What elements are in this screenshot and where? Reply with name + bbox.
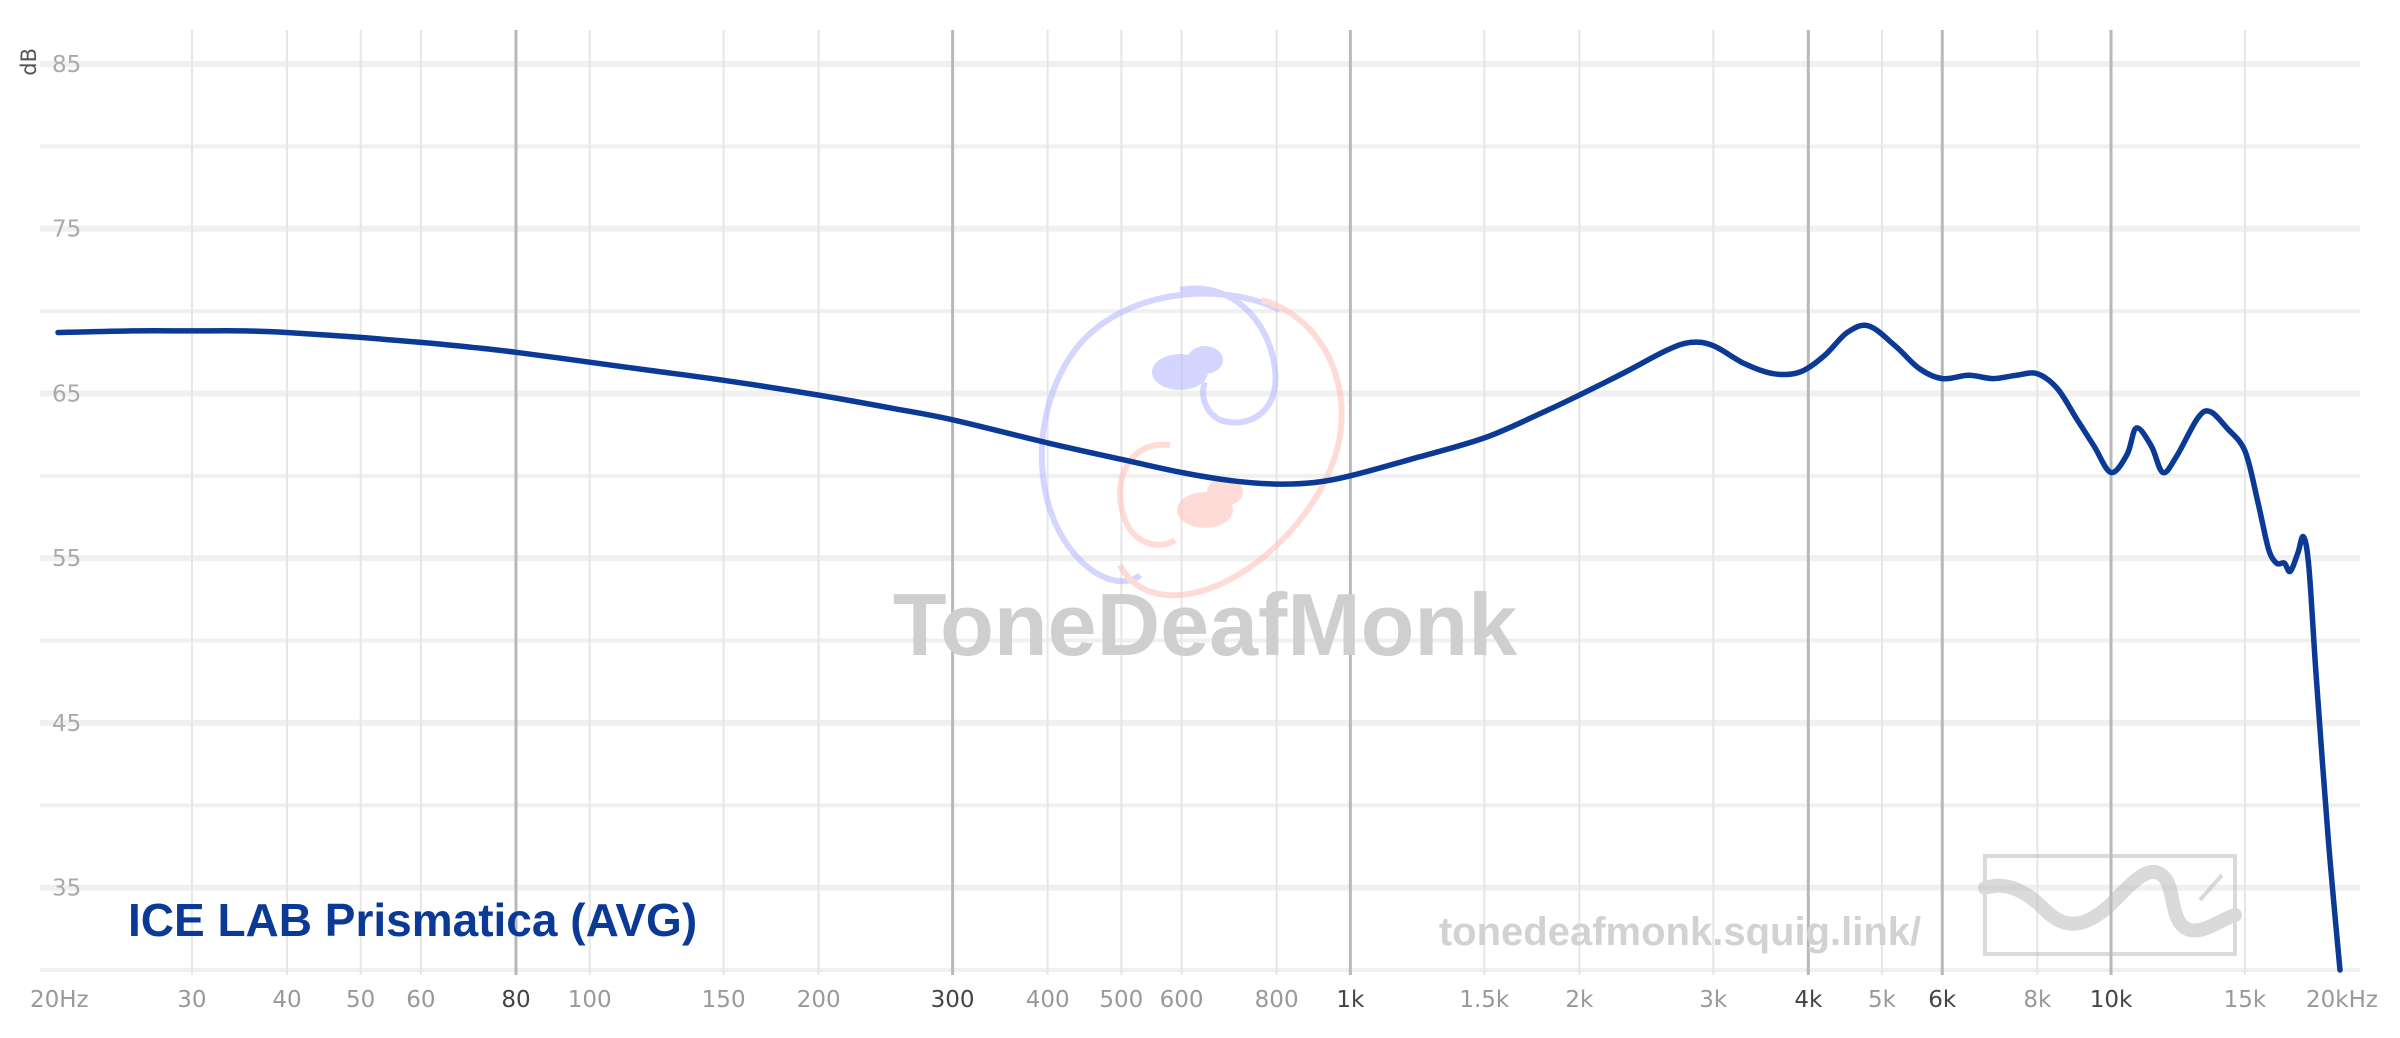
y-unit-label: dB xyxy=(17,48,41,76)
x-tick-label: 3k xyxy=(1699,987,1728,1013)
x-tick-label: 100 xyxy=(568,987,612,1013)
y-tick-label: 55 xyxy=(52,546,81,572)
x-tick-label: 50 xyxy=(346,987,375,1013)
x-tick-label: 8k xyxy=(2023,987,2052,1013)
x-tick-label: 800 xyxy=(1255,987,1299,1013)
x-tick-label: 80 xyxy=(501,987,530,1013)
y-tick-label: 85 xyxy=(52,52,81,78)
frequency-response-line xyxy=(55,322,2343,973)
x-tick-label: 2k xyxy=(1565,987,1594,1013)
x-tick-label: 30 xyxy=(177,987,206,1013)
x-tick-label: 600 xyxy=(1160,987,1204,1013)
grid xyxy=(40,30,2360,975)
legend-series-name: ICE LAB Prismatica (AVG) xyxy=(128,894,697,946)
x-tick-label: 400 xyxy=(1026,987,1070,1013)
x-tick-label: 200 xyxy=(797,987,841,1013)
tonedeafmonk-logo xyxy=(1038,285,1345,599)
x-tick-label: 6k xyxy=(1928,987,1957,1013)
squiglink-logo xyxy=(1978,854,2242,956)
x-tick-label: 5k xyxy=(1868,987,1897,1013)
watermark-brand: ToneDeafMonk xyxy=(893,575,1518,674)
x-tick-label: 20kHz xyxy=(2306,987,2378,1013)
x-tick-label: 10k xyxy=(2090,987,2133,1013)
watermark-url: tonedeafmonk.squig.link/ xyxy=(1439,910,1921,954)
x-tick-label: 1.5k xyxy=(1459,987,1510,1013)
x-tick-label: 40 xyxy=(272,987,301,1013)
x-tick-label: 15k xyxy=(2224,987,2267,1013)
x-tick-label: 300 xyxy=(931,987,975,1013)
axes: 20Hz 30 40 50 60 80 100 150 200 300 400 500 600 800 1k… xyxy=(30,52,2378,1013)
x-tick-label: 60 xyxy=(406,987,435,1013)
y-tick-label: 35 xyxy=(52,876,81,902)
x-tick-label: 1k xyxy=(1336,987,1365,1013)
x-tick-label: 4k xyxy=(1794,987,1823,1013)
x-tick-label: 20Hz xyxy=(30,987,89,1013)
y-tick-label: 45 xyxy=(52,711,81,737)
x-tick-label: 500 xyxy=(1099,987,1143,1013)
y-tick-label: 75 xyxy=(52,217,81,243)
y-tick-label: 65 xyxy=(52,381,81,407)
x-tick-label: 150 xyxy=(702,987,746,1013)
